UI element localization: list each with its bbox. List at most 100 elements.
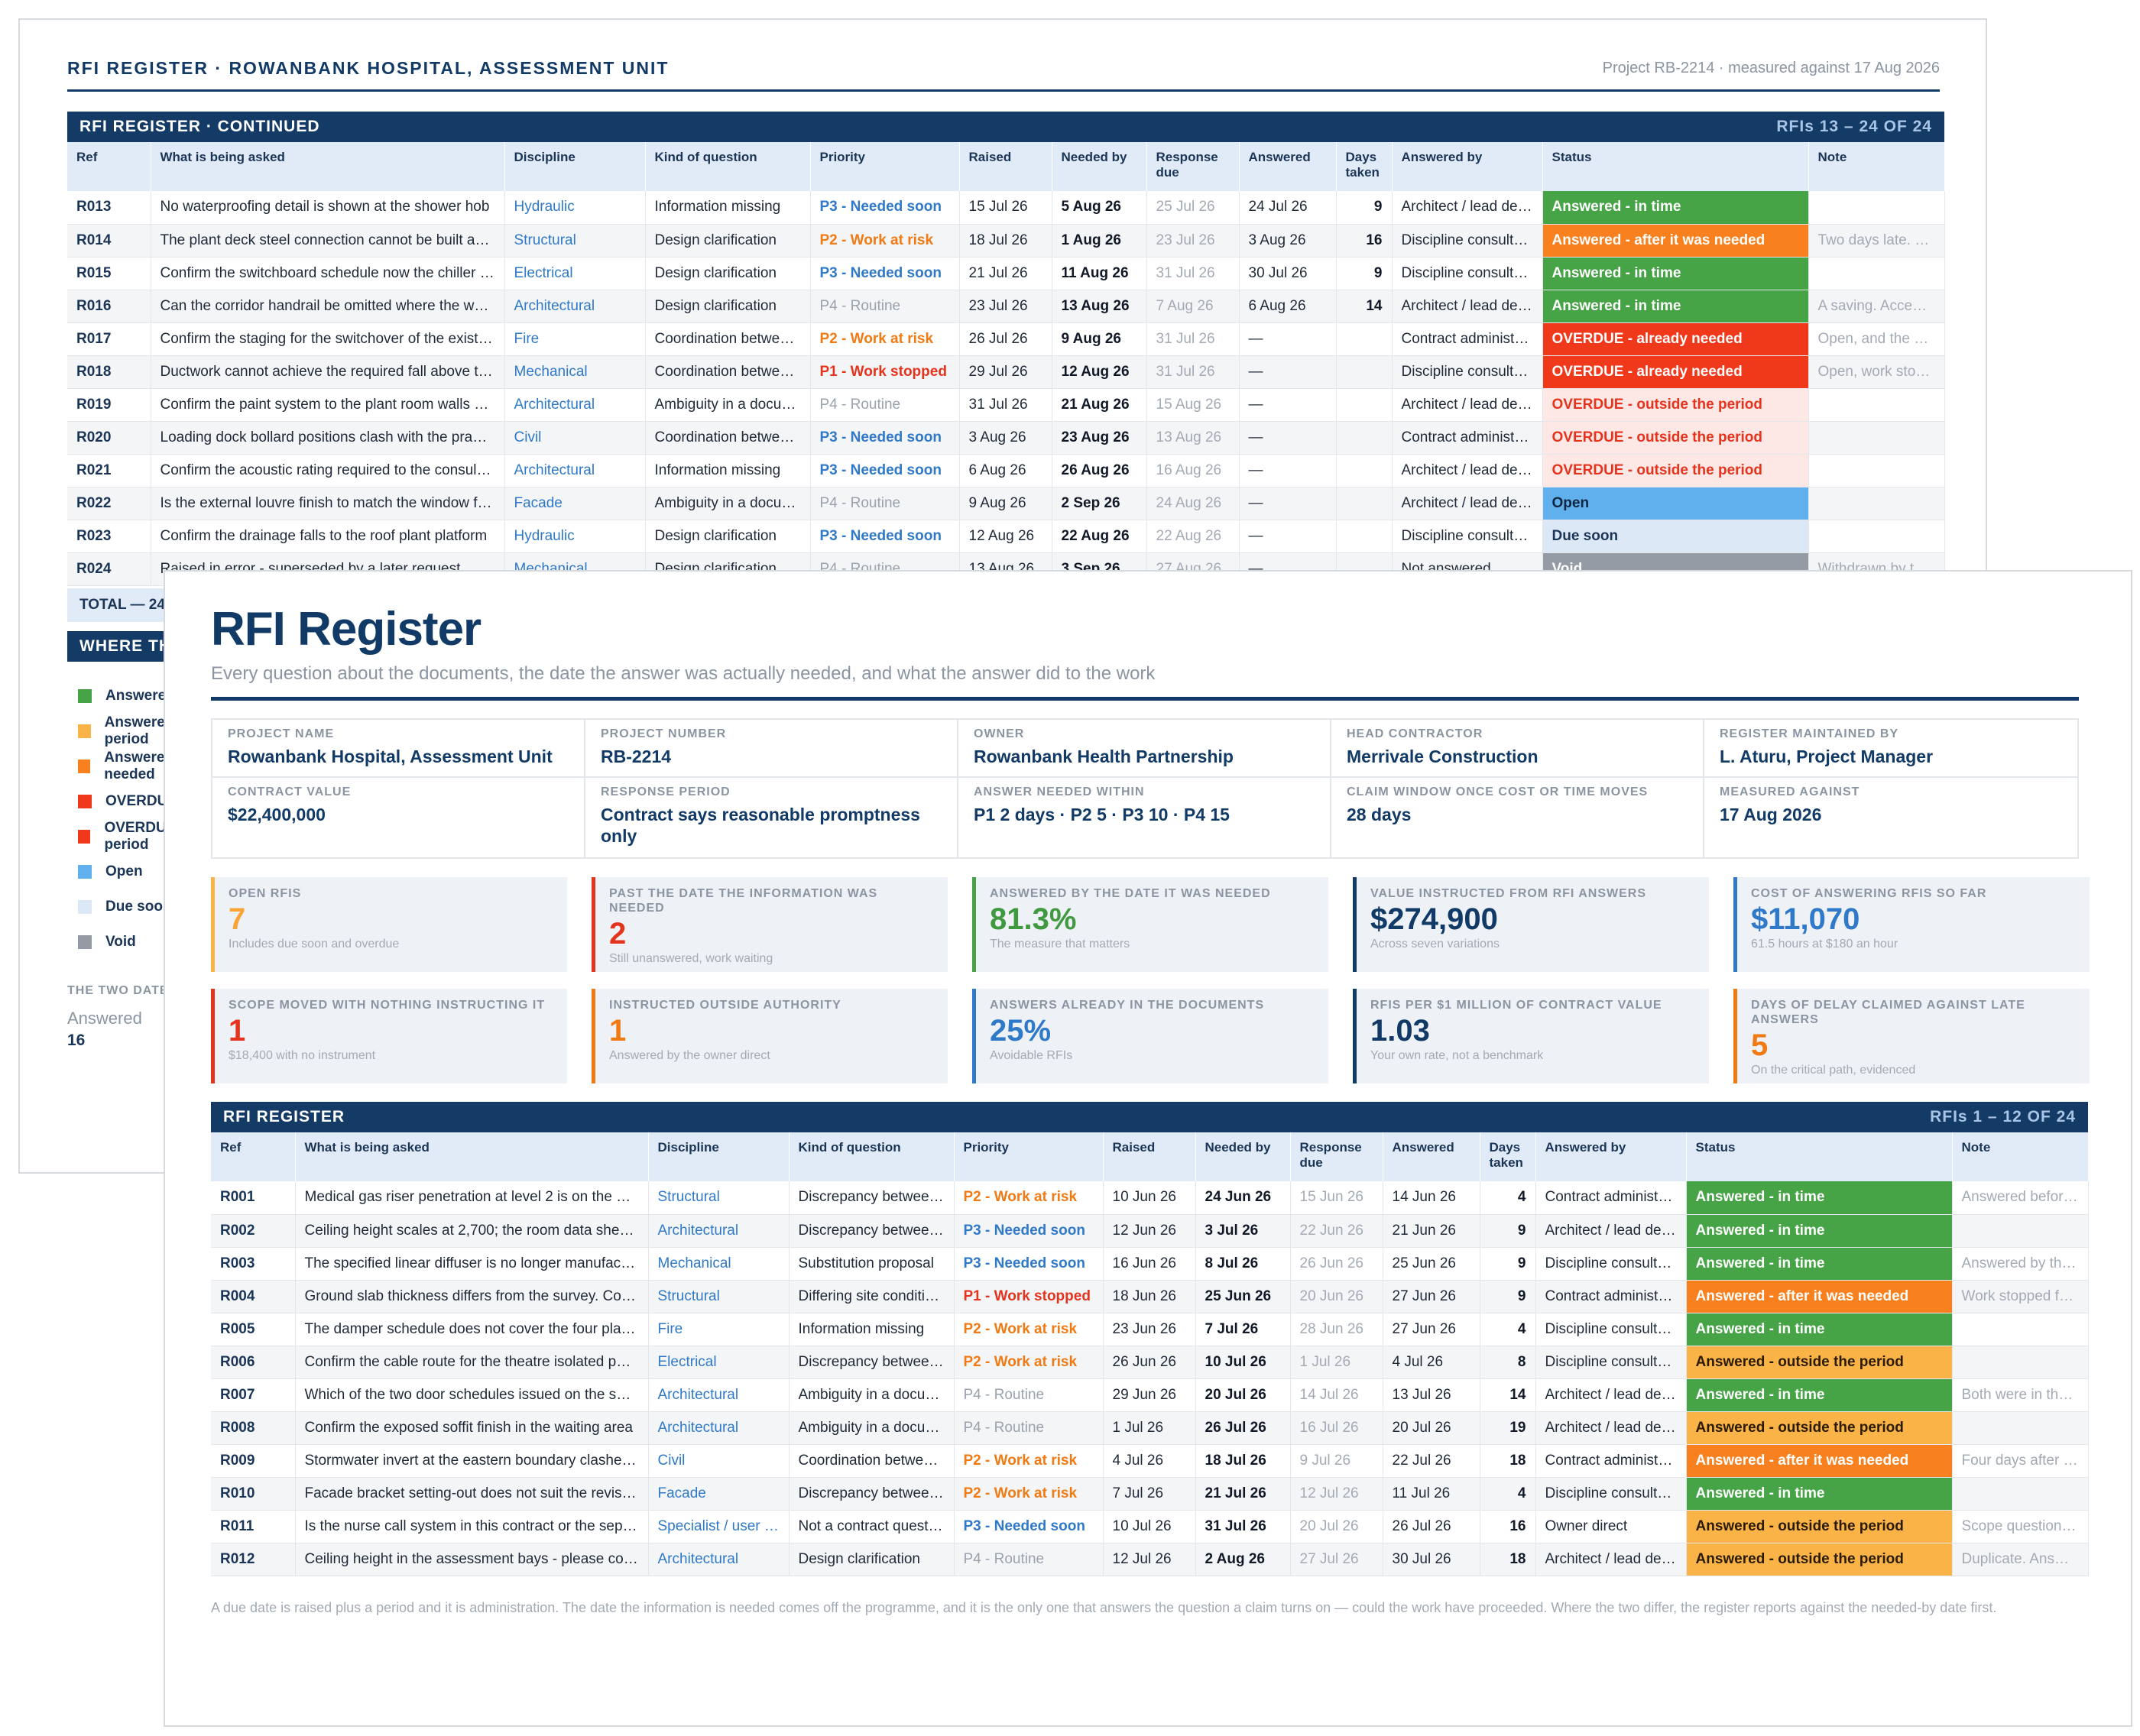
rfi-days-taken — [1336, 355, 1393, 389]
rfi-answered: 4 Jul 26 — [1383, 1346, 1480, 1379]
rfi-kind: Ambiguity in a document — [789, 1378, 955, 1412]
info-cell: Contract value $22,400,000 — [212, 778, 585, 857]
rfi-question: Ceiling height in the assessment bays - … — [295, 1543, 649, 1576]
rfi-ref: R004 — [211, 1280, 296, 1313]
rfi-ref: R010 — [211, 1477, 296, 1511]
rfi-discipline: Civil — [504, 421, 646, 455]
kpi-sub: $18,400 with no instrument — [229, 1049, 376, 1062]
rfi-raised: 18 Jun 26 — [1103, 1280, 1196, 1313]
rfi-note: Open, and the work is waiting — [1808, 322, 1945, 356]
kpi-card: Past the date the information was needed… — [592, 877, 948, 972]
table-row: R015 Confirm the switchboard schedule now… — [67, 257, 1945, 290]
rfi-ref: R016 — [67, 290, 151, 323]
rfi-raised: 12 Aug 26 — [959, 520, 1052, 553]
rfi-discipline: Fire — [648, 1313, 790, 1346]
kpi-card: Open RFIs 7 Includes due soon and overdue — [211, 877, 567, 972]
kpi-sub: The measure that matters — [990, 938, 1130, 951]
legend-swatch — [78, 865, 92, 879]
rfi-discipline: Architectural — [648, 1214, 790, 1248]
rfi-response-due: 14 Jul 26 — [1290, 1378, 1383, 1412]
rfi-question: Confirm the acoustic rating required to … — [151, 454, 505, 487]
rfi-raised: 26 Jun 26 — [1103, 1346, 1196, 1379]
kpi-sub: On the critical path, evidenced — [1751, 1064, 1916, 1077]
page-title: RFI Register — [211, 603, 481, 656]
info-label: Claim window once cost or time moves — [1347, 785, 1649, 798]
rfi-ref: R012 — [211, 1543, 296, 1576]
rfi-discipline: Structural — [648, 1280, 790, 1313]
rfi-response-due: 22 Jun 26 — [1290, 1214, 1383, 1248]
info-label: Answer needed within — [974, 785, 1145, 798]
back-title: RFI REGISTER · ROWANBANK HOSPITAL, ASSES… — [67, 58, 670, 78]
rfi-status: OVERDUE - already needed — [1542, 355, 1809, 389]
rfi-answered: 24 Jul 26 — [1239, 191, 1337, 225]
table-row: R012 Ceiling height in the assessment bay… — [211, 1543, 2089, 1576]
rfi-question: The plant deck steel connection cannot b… — [151, 224, 505, 257]
kpi-label: Open RFIs — [229, 887, 302, 900]
rfi-status: Answered - in time — [1686, 1214, 1953, 1248]
rfi-question: Is the external louvre finish to match t… — [151, 487, 505, 520]
rfi-answered-by: Discipline consultant — [1535, 1313, 1687, 1346]
rfi-response-due: 12 Jul 26 — [1290, 1477, 1383, 1511]
rfi-answered: 27 Jun 26 — [1383, 1280, 1480, 1313]
rfi-raised: 18 Jul 26 — [959, 224, 1052, 257]
rfi-kind: Information missing — [789, 1313, 955, 1346]
rfi-needed-by: 31 Jul 26 — [1195, 1510, 1291, 1543]
rfi-note: Duplicate. Answer already issued — [1952, 1543, 2089, 1576]
back-header: RFI REGISTER · ROWANBANK HOSPITAL, ASSES… — [67, 58, 1940, 92]
rfi-answered: — — [1239, 388, 1337, 422]
info-value: Contract says reasonable promptness only — [601, 805, 920, 846]
info-label: Project number — [601, 727, 727, 740]
rfi-answered-by: Discipline consultant — [1535, 1346, 1687, 1379]
back-register-bar: RFI REGISTER · CONTINUED RFIs 13 – 24 OF… — [67, 112, 1944, 142]
rfi-kind: Ambiguity in a document — [789, 1411, 955, 1445]
column-header: Kind of question — [789, 1132, 955, 1181]
rfi-answered-by: Architect / lead designer — [1535, 1214, 1687, 1248]
kpi-value: 25% — [990, 1014, 1052, 1048]
rfi-days-taken — [1336, 520, 1393, 553]
rfi-needed-by: 20 Jul 26 — [1195, 1378, 1291, 1412]
rfi-response-due: 7 Aug 26 — [1146, 290, 1240, 323]
column-header: Status — [1686, 1132, 1953, 1181]
rfi-question: The specified linear diffuser is no long… — [295, 1247, 649, 1281]
rfi-answered: — — [1239, 487, 1337, 520]
table-row: R021 Confirm the acoustic rating required… — [67, 454, 1945, 487]
back-meta: Project RB-2214 · measured against 17 Au… — [1602, 60, 1940, 76]
rfi-answered-by: Discipline consultant — [1392, 224, 1543, 257]
rfi-question: Confirm the paint system to the plant ro… — [151, 388, 505, 422]
column-header: Answered by — [1535, 1132, 1687, 1181]
table-row: R018 Ductwork cannot achieve the required… — [67, 355, 1945, 389]
rfi-status: Answered - in time — [1686, 1247, 1953, 1281]
rfi-question: Loading dock bollard positions clash wit… — [151, 421, 505, 455]
rfi-ref: R020 — [67, 421, 151, 455]
rfi-answered: 11 Jul 26 — [1383, 1477, 1480, 1511]
rfi-answered-by: Discipline consultant — [1535, 1247, 1687, 1281]
rfi-response-due: 20 Jun 26 — [1290, 1280, 1383, 1313]
rfi-question: Which of the two door schedules issued o… — [295, 1378, 649, 1412]
rfi-raised: 10 Jun 26 — [1103, 1181, 1196, 1215]
rfi-needed-by: 22 Aug 26 — [1052, 520, 1147, 553]
info-cell: Claim window once cost or time moves 28 d… — [1331, 778, 1704, 857]
rfi-answered-by: Architect / lead designer — [1392, 388, 1543, 422]
rfi-needed-by: 21 Aug 26 — [1052, 388, 1147, 422]
rfi-answered-by: Architect / lead designer — [1392, 487, 1543, 520]
rfi-note — [1952, 1346, 2089, 1379]
rfi-answered: 21 Jun 26 — [1383, 1214, 1480, 1248]
rfi-question: Medical gas riser penetration at level 2… — [295, 1181, 649, 1215]
back-register-table: Ref What is being asked Discipline Kind of … — [67, 142, 1945, 586]
table-row: R019 Confirm the paint system to the plan… — [67, 388, 1945, 422]
kpi-value: 1 — [229, 1014, 246, 1048]
rfi-status: Answered - in time — [1542, 191, 1809, 225]
column-header: Days taken — [1336, 142, 1393, 191]
rfi-answered-by: Architect / lead designer — [1535, 1411, 1687, 1445]
rfi-days-taken — [1336, 454, 1393, 487]
rfi-note: A saving. Accepted by the owner — [1808, 290, 1945, 323]
rfi-needed-by: 1 Aug 26 — [1052, 224, 1147, 257]
column-header: What is being asked — [295, 1132, 649, 1181]
rfi-status: Open — [1542, 487, 1809, 520]
rfi-priority: P3 - Needed soon — [954, 1214, 1104, 1248]
table-row: R010 Facade bracket setting-out does not … — [211, 1477, 2089, 1511]
rfi-question: Confirm the switchboard schedule now the… — [151, 257, 505, 290]
register-bar-range: RFIs 1 – 12 OF 24 — [1930, 1108, 2076, 1125]
rfi-kind: Design clarification — [645, 257, 811, 290]
rfi-answered: — — [1239, 355, 1337, 389]
